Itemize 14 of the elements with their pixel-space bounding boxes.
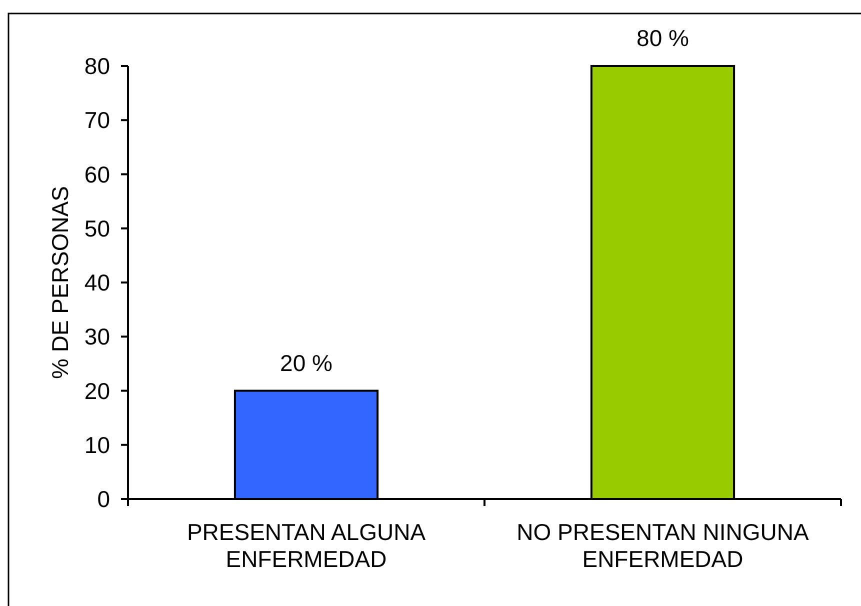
x-tick-label: NO PRESENTAN NINGUNA ENFERMEDAD (516, 519, 810, 572)
data-label: 80 % (636, 25, 689, 51)
y-tick-label: 20 (84, 378, 110, 404)
y-tick-label: 30 (84, 324, 110, 350)
y-tick-label: 80 (84, 53, 110, 80)
data-label: 20 % (280, 350, 332, 376)
x-tick-label: PRESENTAN ALGUNA ENFERMEDAD (186, 519, 426, 572)
y-tick-label: 60 (84, 161, 110, 188)
y-tick-label: 0 (97, 486, 110, 512)
y-tick-label: 70 (84, 107, 110, 134)
y-axis-title: % DE PERSONAS (47, 186, 73, 379)
y-tick-label: 50 (84, 215, 110, 242)
y-tick-label: 40 (84, 270, 110, 296)
y-tick-label: 10 (84, 432, 110, 458)
